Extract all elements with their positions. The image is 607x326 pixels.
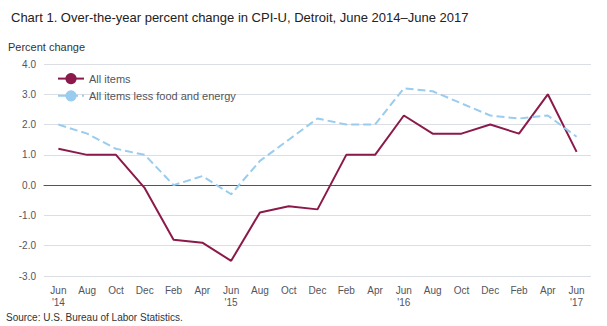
svg-text:Aug: Aug (424, 285, 442, 296)
svg-text:Apr: Apr (195, 285, 211, 296)
svg-text:Jun: Jun (569, 285, 585, 296)
svg-text:Oct: Oct (108, 285, 124, 296)
svg-text:Percent change: Percent change (8, 41, 85, 53)
svg-text:-3.0: -3.0 (19, 271, 37, 282)
svg-text:Feb: Feb (338, 285, 356, 296)
svg-text:Feb: Feb (165, 285, 183, 296)
svg-text:3.0: 3.0 (22, 89, 36, 100)
svg-text:-2.0: -2.0 (19, 240, 37, 251)
svg-text:Source: U.S. Bureau of Labor S: Source: U.S. Bureau of Labor Statistics. (6, 312, 183, 323)
svg-text:'15: '15 (225, 297, 238, 308)
svg-text:Feb: Feb (510, 285, 528, 296)
svg-text:Aug: Aug (251, 285, 269, 296)
svg-text:2.0: 2.0 (22, 119, 36, 130)
svg-text:1.0: 1.0 (22, 149, 36, 160)
svg-text:Apr: Apr (367, 285, 383, 296)
svg-text:Dec: Dec (309, 285, 327, 296)
svg-text:All items: All items (89, 73, 131, 85)
svg-text:All items less food and energy: All items less food and energy (89, 90, 236, 102)
svg-text:0.0: 0.0 (22, 180, 36, 191)
svg-text:Jun: Jun (223, 285, 239, 296)
svg-text:Jun: Jun (50, 285, 66, 296)
svg-text:-1.0: -1.0 (19, 210, 37, 221)
svg-text:Dec: Dec (136, 285, 154, 296)
svg-text:Aug: Aug (78, 285, 96, 296)
svg-text:'17: '17 (570, 297, 583, 308)
svg-text:Oct: Oct (454, 285, 470, 296)
svg-text:Chart 1. Over-the-year percent: Chart 1. Over-the-year percent change in… (11, 10, 468, 25)
svg-text:Dec: Dec (481, 285, 499, 296)
svg-text:Jun: Jun (396, 285, 412, 296)
svg-text:Oct: Oct (281, 285, 297, 296)
svg-text:'16: '16 (397, 297, 410, 308)
svg-text:Apr: Apr (540, 285, 556, 296)
svg-text:4.0: 4.0 (22, 59, 36, 70)
svg-text:'14: '14 (52, 297, 65, 308)
